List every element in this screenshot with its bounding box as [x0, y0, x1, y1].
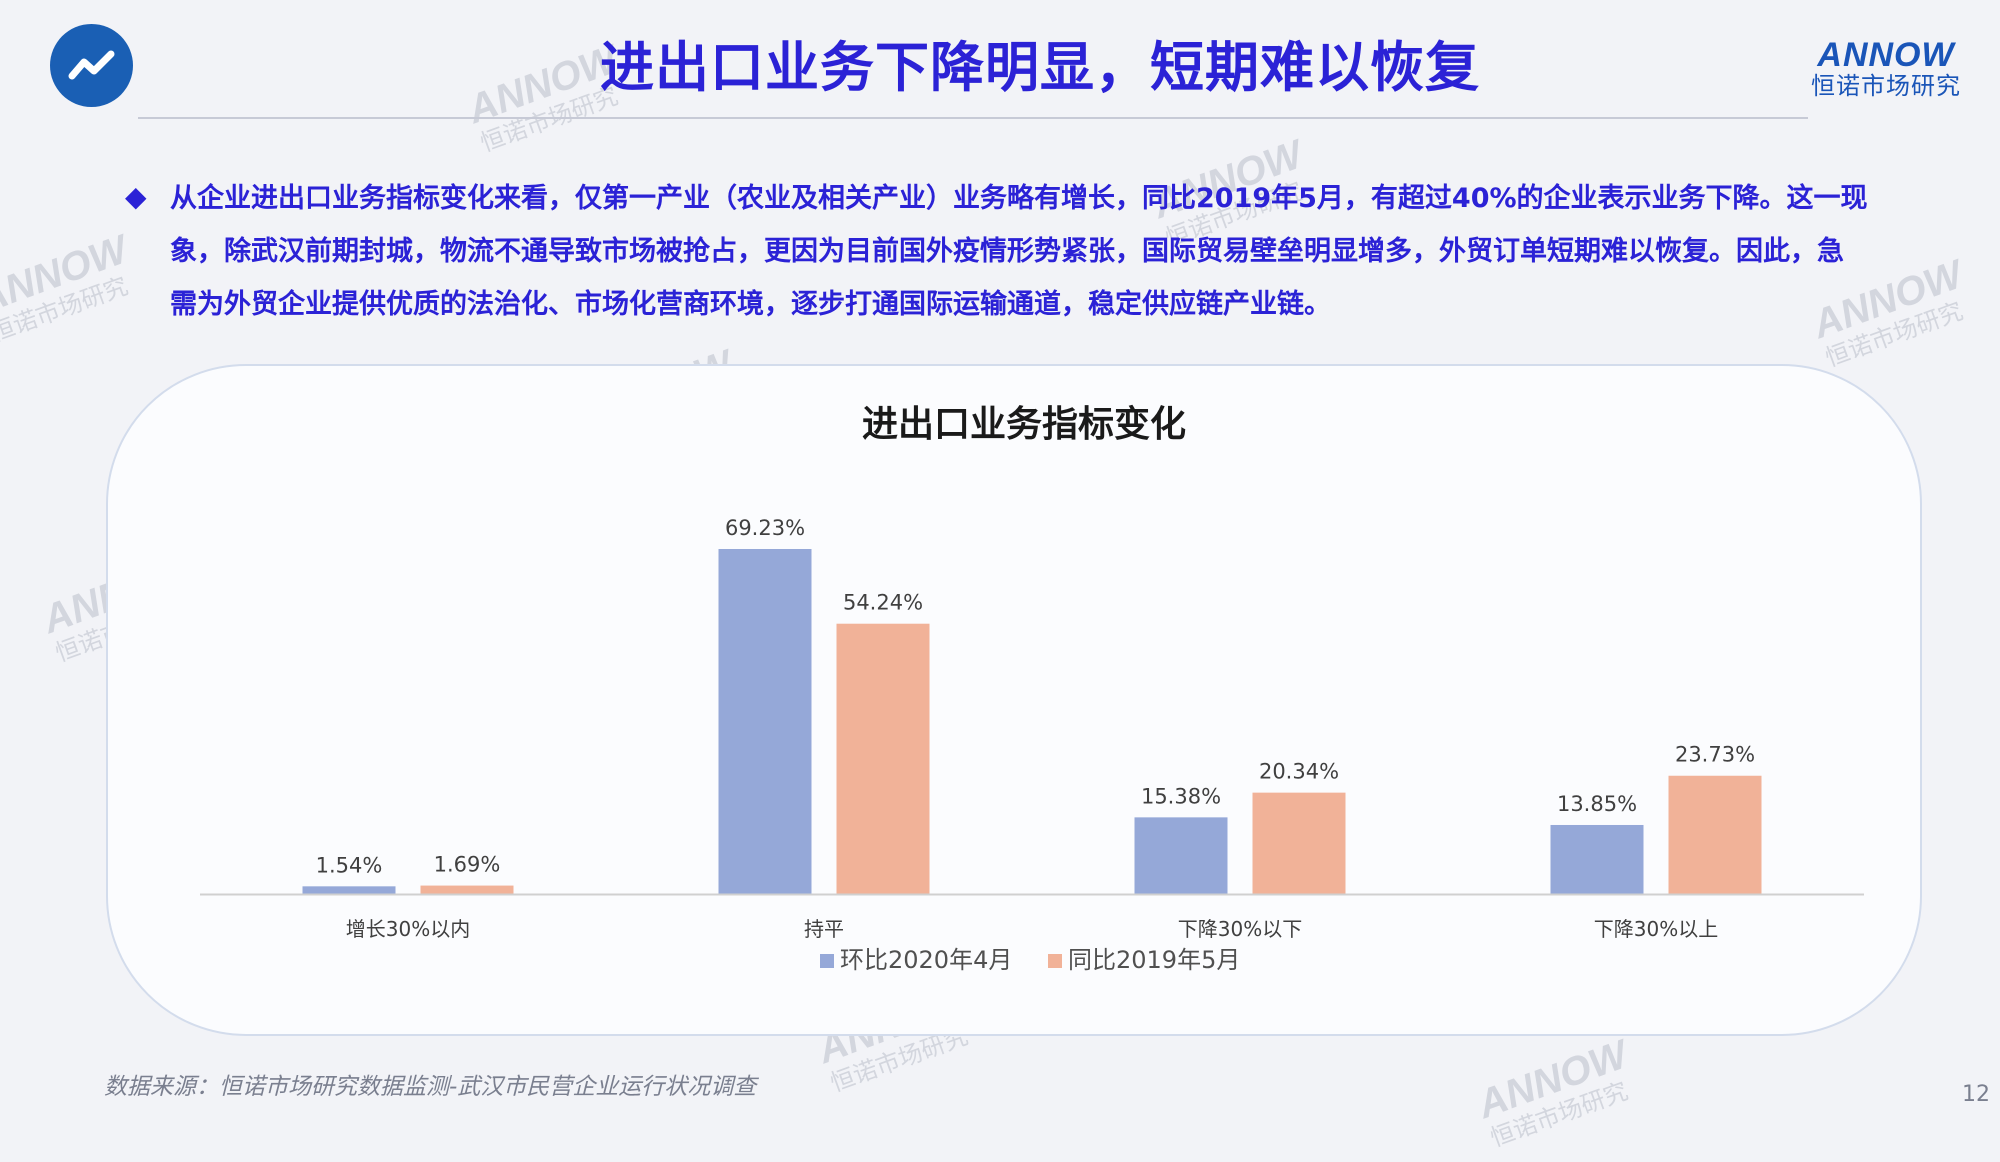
bar — [420, 885, 514, 894]
brand-logo: ANNOW 恒诺市场研究 — [1796, 38, 1976, 102]
data-label: 54.24% — [843, 591, 923, 615]
data-label: 20.34% — [1259, 760, 1339, 784]
legend-swatch — [1048, 954, 1062, 968]
x-tick-label: 增长30%以内 — [346, 917, 470, 941]
data-label: 15.38% — [1141, 784, 1221, 808]
data-label: 13.85% — [1557, 792, 1637, 816]
brand-name: ANNOW — [1817, 36, 1955, 74]
chart-title: 进出口业务指标变化 — [862, 403, 1186, 445]
brand-subtitle: 恒诺市场研究 — [1811, 72, 1961, 100]
title-divider — [138, 117, 1808, 119]
data-label: 1.54% — [316, 853, 383, 877]
bar — [1134, 817, 1228, 894]
diamond-bullet-icon: ◆ — [125, 180, 147, 213]
trend-line-icon — [50, 24, 133, 107]
bar — [1252, 792, 1346, 894]
chart-panel: 进出口业务指标变化 1.54% 1.69% 增长30%以内 69.23% 54.24% 持平… — [106, 364, 1922, 1036]
x-tick-label: 下降30%以下 — [1178, 917, 1302, 941]
data-label: 23.73% — [1675, 743, 1755, 767]
legend-swatch — [820, 954, 834, 968]
data-label: 69.23% — [725, 516, 805, 540]
data-source: 数据来源：恒诺市场研究数据监测-武汉市民营企业运行状况调查 — [104, 1074, 757, 1100]
summary-text: 从企业进出口业务指标变化来看，仅第一产业（农业及相关产业）业务略有增长，同比20… — [170, 183, 1868, 320]
bar — [302, 886, 396, 894]
bar — [718, 549, 812, 894]
x-tick-label: 下降30%以上 — [1594, 917, 1718, 941]
bar — [1550, 824, 1644, 894]
legend-label: 同比2019年5月 — [1068, 946, 1240, 974]
data-label: 1.69% — [434, 853, 501, 877]
bar — [836, 623, 930, 894]
page-number: 12 — [1962, 1082, 1990, 1107]
bar — [1668, 775, 1762, 894]
x-tick-label: 持平 — [804, 917, 844, 941]
legend-label: 环比2020年4月 — [840, 946, 1012, 974]
bar-chart: 进出口业务指标变化 1.54% 1.69% 增长30%以内 69.23% 54.24% 持平… — [200, 403, 1864, 974]
page-title: 进出口业务下降明显，短期难以恢复 — [600, 36, 1480, 99]
